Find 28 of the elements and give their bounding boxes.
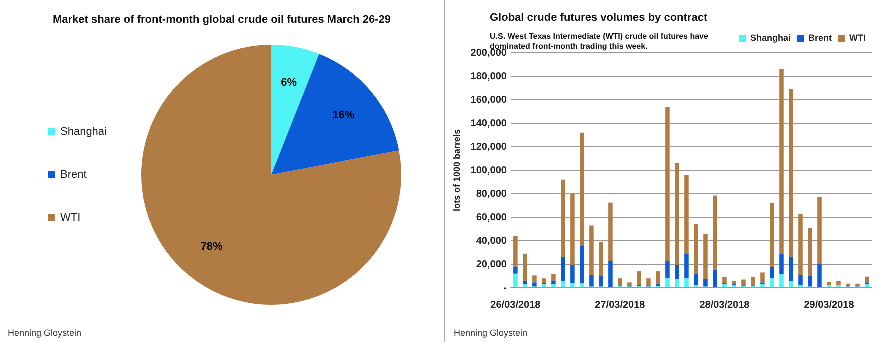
y-axis-title: lots of 1000 barrels (452, 129, 462, 212)
legend-label: Shanghai (750, 32, 792, 43)
data-label: 16% (332, 109, 355, 122)
legend-label: Brent (808, 32, 832, 43)
chart-title: Market share of front-month global crude oil futures March 26-29 (52, 14, 392, 26)
y-tick-label: 20,000 (476, 259, 508, 270)
x-tick-label: 28/03/2018 (700, 300, 750, 311)
legend-label: Shanghai (60, 126, 107, 138)
legend-label: WTI (60, 212, 81, 224)
y-tick-label: 120,000 (470, 142, 508, 153)
y-tick-label: 160,000 (470, 94, 508, 106)
x-tick-label: 26/03/2018 (490, 300, 542, 311)
y-tick-label: 60,000 (476, 212, 508, 224)
data-label: 6% (281, 77, 298, 90)
y-tick-label: - (504, 282, 507, 294)
chart-title: Global crude futures volumes by contract (490, 12, 708, 24)
y-tick-label: 140,000 (470, 118, 508, 130)
y-tick-label: 100,000 (470, 165, 508, 176)
x-tick-label: 29/03/2018 (804, 300, 855, 311)
y-tick-label: 40,000 (476, 236, 508, 247)
legend-label: Brent (60, 169, 87, 182)
y-tick-label: 180,000 (470, 71, 508, 82)
text: Henning Gloystein (454, 328, 528, 338)
data-label: 78% (200, 241, 224, 254)
x-tick-label: 27/03/2018 (595, 300, 646, 311)
text: Henning Gloystein (8, 328, 82, 338)
legend-label: WTI (850, 32, 866, 43)
y-tick-label: 80,000 (476, 188, 508, 200)
